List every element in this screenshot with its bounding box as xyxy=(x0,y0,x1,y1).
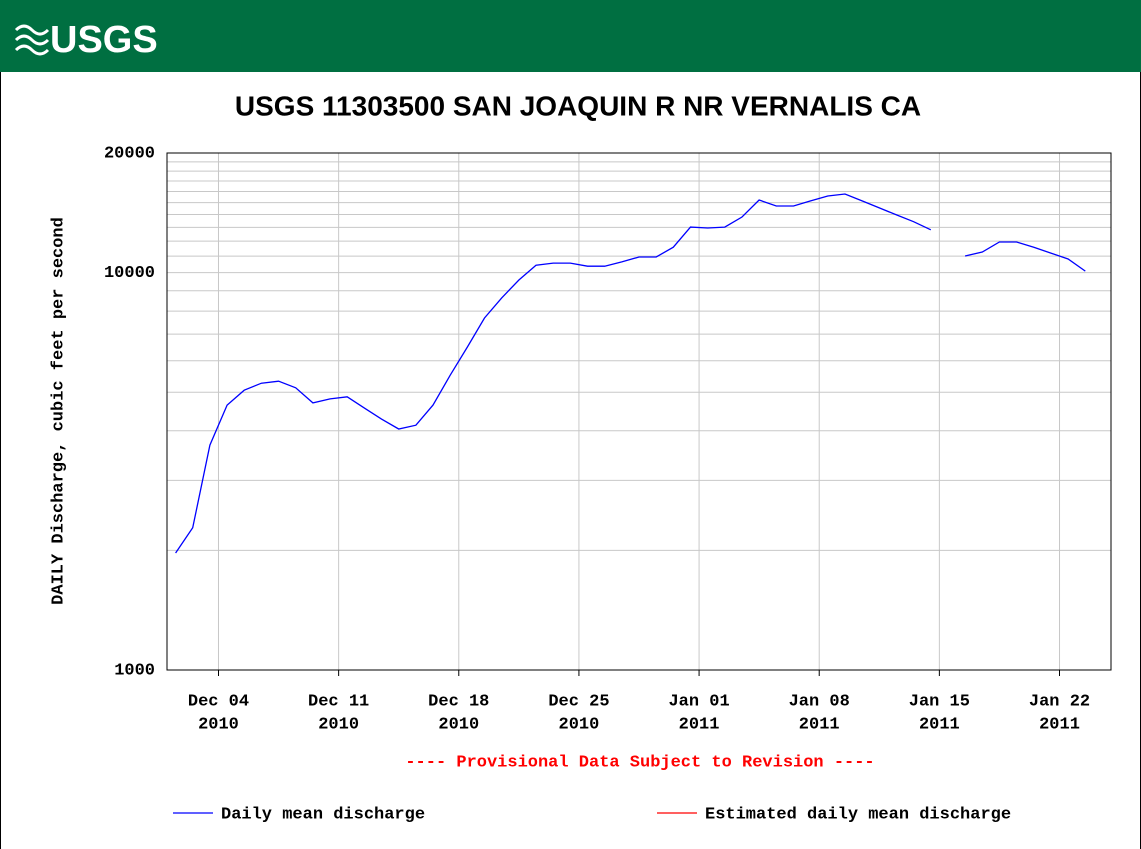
x-tick-label: 2011 xyxy=(799,715,840,734)
y-tick-label: 20000 xyxy=(104,144,155,163)
x-tick-label: Jan 08 xyxy=(789,692,850,711)
plot-frame xyxy=(166,152,1112,671)
x-tick-label: 2010 xyxy=(198,715,239,734)
chart-title: USGS 11303500 SAN JOAQUIN R NR VERNALIS … xyxy=(235,90,921,121)
x-tick-label: Dec 18 xyxy=(428,692,489,711)
x-tick-label: 2011 xyxy=(1039,715,1080,734)
x-tick-label: 2010 xyxy=(559,715,600,734)
provisional-note: ---- Provisional Data Subject to Revisio… xyxy=(405,753,874,772)
series-line xyxy=(175,193,1086,554)
x-tick-label: 2011 xyxy=(919,715,960,734)
x-tick-label: Jan 15 xyxy=(909,692,970,711)
y-tick-label: 1000 xyxy=(114,661,155,680)
legend-label: Estimated daily mean discharge xyxy=(705,805,1011,824)
x-tick-label: Dec 11 xyxy=(308,692,369,711)
logo: USGS xyxy=(50,19,158,61)
y-axis-label: DAILY Discharge, cubic feet per second xyxy=(49,217,68,605)
x-tick-label: Jan 22 xyxy=(1029,692,1090,711)
header-bar xyxy=(0,0,1141,72)
logo-waves xyxy=(14,24,50,56)
x-tick-label: Dec 04 xyxy=(188,692,249,711)
y-tick-label: 10000 xyxy=(104,264,155,283)
x-tick-label: Dec 25 xyxy=(548,692,609,711)
x-tick-label: 2010 xyxy=(318,715,359,734)
x-tick-label: 2011 xyxy=(679,715,720,734)
legend-label: Daily mean discharge xyxy=(221,805,425,824)
x-tick-label: Jan 01 xyxy=(668,692,729,711)
x-tick-label: 2010 xyxy=(438,715,479,734)
